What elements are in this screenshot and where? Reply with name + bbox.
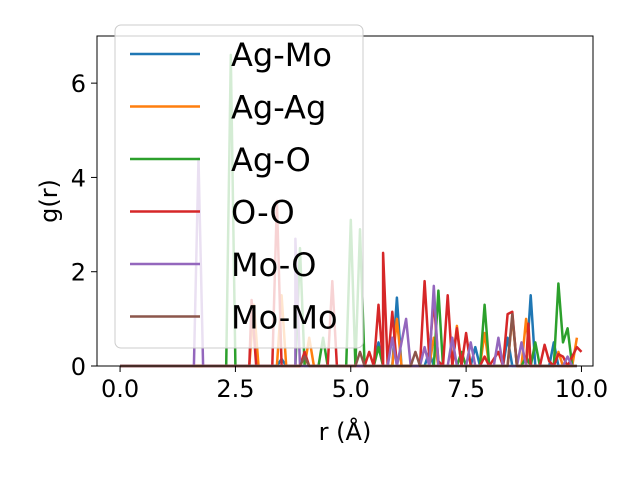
x-axis-label: r (Å) xyxy=(319,417,372,446)
y-tick-label: 4 xyxy=(71,164,86,192)
x-tick-label: 0.0 xyxy=(101,375,139,403)
legend: Ag-Mo Ag-Ag Ag-O O-O Mo-O Mo-Mo xyxy=(114,24,364,349)
legend-label: O-O xyxy=(231,194,295,232)
y-tick-label: 0 xyxy=(71,353,86,381)
legend-label: Ag-O xyxy=(231,141,311,179)
legend-label: Ag-Mo xyxy=(231,36,332,74)
y-axis-label: g(r) xyxy=(35,179,63,223)
ticks-layer: 0.0 2.5 5.0 7.5 10.0 0 2 4 6 xyxy=(71,70,608,403)
x-tick-label: 5.0 xyxy=(332,375,370,403)
x-tick-label: 7.5 xyxy=(447,375,485,403)
y-tick-label: 2 xyxy=(71,259,86,287)
y-tick-label: 6 xyxy=(71,70,86,98)
legend-label: Mo-Mo xyxy=(231,299,338,337)
x-tick-label: 2.5 xyxy=(216,375,254,403)
legend-label: Mo-O xyxy=(231,246,316,284)
x-tick-label: 10.0 xyxy=(555,375,608,403)
legend-label: Ag-Ag xyxy=(231,89,326,127)
